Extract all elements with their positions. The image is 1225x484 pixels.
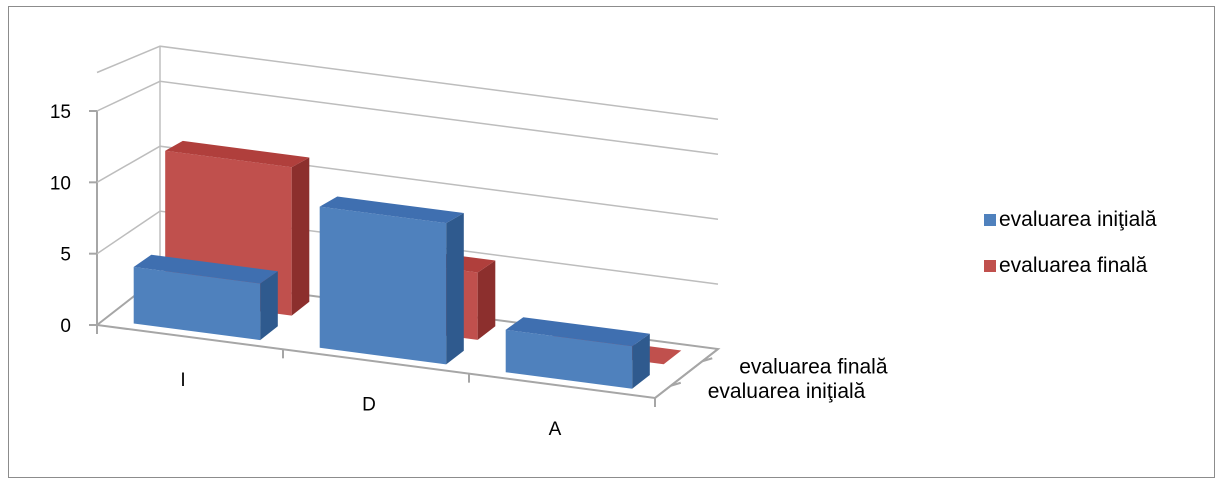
- x-tick-label: A: [549, 419, 562, 440]
- depth-axis-line: [654, 348, 719, 399]
- bar: [505, 317, 650, 389]
- y-axis-ticks: 0 5 10 15: [50, 102, 97, 337]
- bar-top: [133, 254, 278, 284]
- bar: [319, 196, 464, 365]
- legend-label: evaluarea iniţială: [999, 208, 1157, 231]
- bar-side: [446, 213, 464, 365]
- bar-front: [319, 206, 447, 365]
- y-tick-label: 5: [60, 245, 71, 266]
- depth-axis-label: evaluarea finală: [739, 355, 888, 378]
- bars: [133, 140, 682, 389]
- bar-side: [291, 157, 310, 316]
- y-tick-label: 10: [50, 173, 71, 194]
- y-tick-label: 15: [50, 102, 71, 123]
- gridline: [96, 210, 719, 285]
- bar-side: [260, 271, 278, 341]
- gridline: [96, 80, 719, 156]
- legend-label: evaluarea finală: [999, 254, 1148, 277]
- legend: evaluarea iniţială evaluarea finală: [984, 208, 1157, 277]
- gridlines: [96, 45, 719, 285]
- bar: [133, 254, 278, 341]
- gridline: [96, 45, 719, 120]
- y-tick-label: 0: [60, 316, 71, 337]
- legend-swatch: [984, 214, 996, 226]
- bar-front: [505, 329, 633, 389]
- gridline: [96, 145, 719, 220]
- depth-axis-label: evaluarea iniţială: [708, 380, 866, 403]
- x-axis-ticks: I D A: [96, 325, 656, 440]
- depth-tick-mark: [670, 381, 682, 387]
- x-tick-label: D: [362, 395, 376, 416]
- bar-side: [477, 260, 496, 340]
- x-tick-label: I: [180, 370, 185, 391]
- bar-top: [319, 196, 464, 224]
- bar-top: [165, 140, 310, 168]
- bar-front: [133, 267, 261, 341]
- legend-swatch: [984, 260, 996, 272]
- bar-top: [505, 317, 650, 347]
- bar-side: [632, 333, 650, 389]
- depth-tick-mark: [701, 357, 713, 363]
